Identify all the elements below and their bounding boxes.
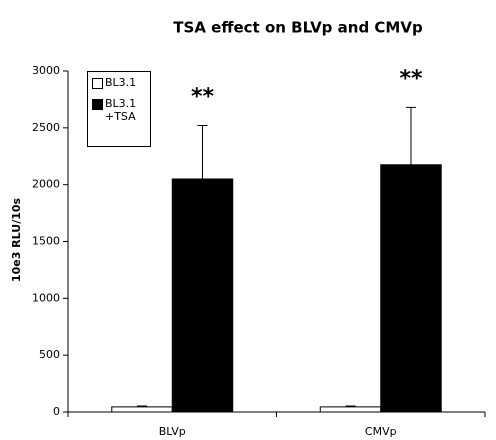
- error-bar: [345, 405, 356, 407]
- y-tick-label: 500: [39, 348, 60, 361]
- legend: BL3.1 BL3.1 +TSA: [87, 71, 151, 147]
- y-tick-label: 3000: [32, 64, 60, 77]
- x-tick-label: CMVp: [365, 425, 397, 438]
- legend-label: BL3.1 +TSA: [105, 97, 137, 123]
- bar: [171, 178, 234, 413]
- legend-label: BL3.1: [105, 76, 137, 89]
- y-tick-label: 1500: [32, 235, 60, 248]
- legend-item: BL3.1 +TSA: [92, 97, 150, 123]
- bar: [111, 406, 173, 413]
- y-tick-label: 2500: [32, 121, 60, 134]
- y-tick-label: 0: [53, 405, 60, 418]
- y-tick-label: 2000: [32, 178, 60, 191]
- bar: [319, 406, 382, 413]
- error-bar: [405, 106, 416, 165]
- bar: [380, 164, 442, 413]
- annotation: **: [191, 85, 215, 110]
- chart-title: TSA effect on BLVp and CMVp: [173, 19, 423, 37]
- legend-item: BL3.1: [92, 76, 150, 89]
- error-bar: [137, 405, 148, 407]
- annotation: **: [399, 66, 423, 91]
- y-axis-label: 10e3 RLU/10s: [10, 197, 23, 282]
- x-tick-label: BLVp: [159, 425, 186, 438]
- error-bar: [197, 125, 208, 179]
- legend-swatch: [92, 99, 103, 110]
- legend-swatch: [92, 78, 103, 89]
- y-tick-label: 1000: [32, 291, 60, 304]
